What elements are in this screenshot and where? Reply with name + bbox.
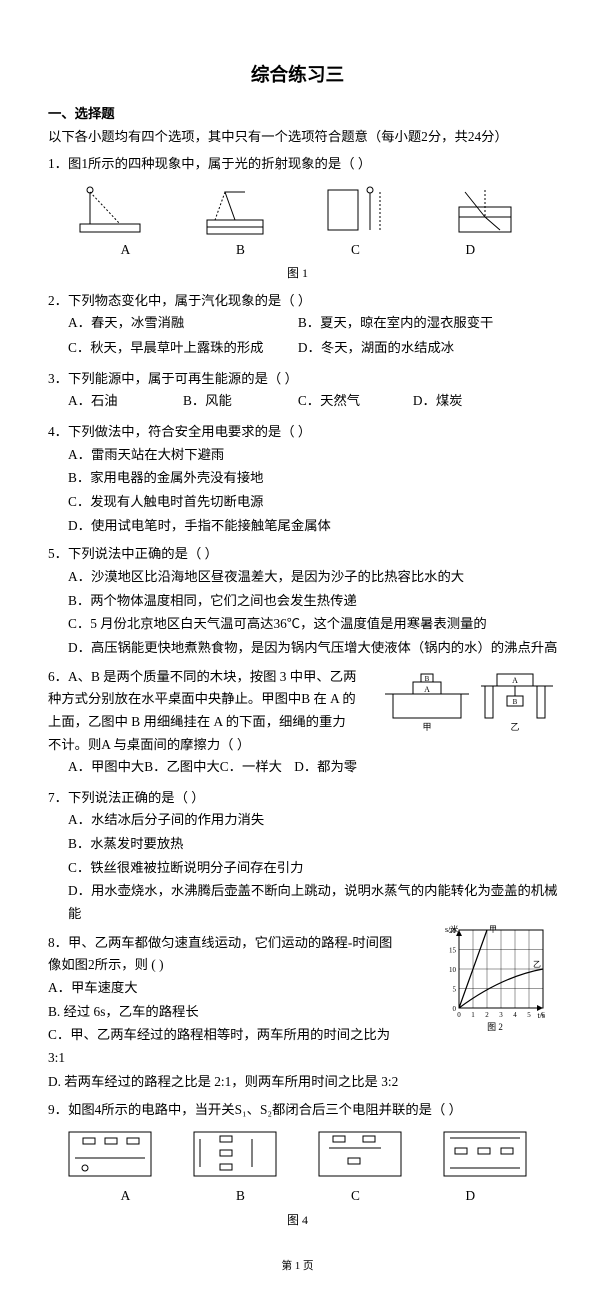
q4-opt-c: C．发现有人触电时首先切断电源 [68, 491, 567, 514]
q3-stem: 3．下列能源中，属于可再生能源的是（ ） [48, 371, 298, 386]
q3-opt-c: C．天然气 [298, 390, 413, 413]
q9-fig-c [315, 1128, 405, 1183]
q5-opt-c: C．5 月份北京地区白天气温可高达36℃，这个温度值是用寒暑表测量的 [68, 613, 567, 636]
q6-opt-b: B．乙图中大 [144, 756, 220, 779]
section-heading: 一、选择题 [48, 103, 547, 122]
question-4: 4．下列做法中，符合安全用电要求的是（ ） A．雷雨天站在大树下避雨 B．家用电… [48, 421, 547, 537]
q6-opt-d: D．都为零 [294, 756, 368, 779]
q7-opt-b: B．水蒸发时要放热 [68, 833, 567, 856]
svg-text:0: 0 [453, 1005, 457, 1013]
q9-fig-a [65, 1128, 155, 1183]
svg-text:5: 5 [527, 1011, 531, 1019]
q8-stem: 8．甲、乙两车都做匀速直线运动，它们运动的路程-时间图像如图2所示，则 ( ) [48, 935, 392, 973]
q9-opt-d: D [413, 1185, 528, 1208]
svg-text:甲: 甲 [422, 722, 431, 732]
svg-text:乙: 乙 [510, 722, 519, 732]
q7-opt-a: A．水结冰后分子间的作用力消失 [68, 809, 567, 832]
question-3: 3．下列能源中，属于可再生能源的是（ ） A．石油 B．风能 C．天然气 D．煤… [48, 368, 547, 415]
q6-figure: A B 甲 A B 乙 [385, 662, 555, 732]
svg-text:B: B [513, 698, 518, 706]
question-6: A B 甲 A B 乙 6．A、B 是两个质量不同的木块，按图 3 中甲、乙两种… [48, 666, 547, 781]
svg-text:乙: 乙 [533, 960, 541, 969]
q4-opt-b: B．家用电器的金属外壳没有接地 [68, 467, 567, 490]
q1-opt-d: D [413, 239, 528, 262]
section-hint: 以下各小题均有四个选项，其中只有一个选项符合题意（每小题2分，共24分） [48, 126, 547, 145]
q5-stem: 5．下列说法中正确的是（ ） [48, 546, 218, 561]
q1-fig-c [320, 182, 400, 237]
q9-fig-d [440, 1128, 530, 1183]
q3-opt-a: A．石油 [68, 390, 183, 413]
q1-fig-d [445, 182, 525, 237]
svg-text:0: 0 [457, 1011, 461, 1019]
q9-fig-label: 图 4 [48, 1210, 547, 1230]
q2-opt-c: C．秋天，早晨草叶上露珠的形成 [68, 337, 298, 360]
q3-opt-d: D．煤炭 [413, 390, 528, 413]
q9-opt-a: A [68, 1185, 183, 1208]
q5-opt-a: A．沙漠地区比沿海地区昼夜温差大，是因为沙子的比热容比水的大 [68, 566, 567, 589]
q9-stem: 9．如图4所示的电路中，当开关S₁、S₂都闭合后三个电阻并联的是（ ） [48, 1102, 462, 1117]
question-5: 5．下列说法中正确的是（ ） A．沙漠地区比沿海地区昼夜温差大，是因为沙子的比热… [48, 543, 547, 659]
q8-chart: 甲乙012345605101520s/米t/s图 2 [435, 922, 555, 1032]
q1-stem: 1．图1所示的四种现象中，属于光的折射现象的是（ ） [48, 156, 371, 171]
q5-opt-d: D．高压锅能更快地煮熟食物，是因为锅内气压增大使液体（锅内的水）的沸点升高 [68, 637, 567, 660]
q1-opt-c: C [298, 239, 413, 262]
q7-opt-c: C．铁丝很难被拉断说明分子间存在引力 [68, 857, 567, 880]
q1-fig-label: 图 1 [48, 263, 547, 283]
q9-opt-b: B [183, 1185, 298, 1208]
q2-opt-a: A．春天，冰雪消融 [68, 312, 298, 335]
q4-opt-a: A．雷雨天站在大树下避雨 [68, 444, 567, 467]
svg-text:5: 5 [453, 985, 457, 993]
q3-opt-b: B．风能 [183, 390, 298, 413]
q8-opt-d: D. 若两车经过的路程之比是 2:1，则两车所用时间之比是 3:2 [48, 1071, 403, 1094]
svg-text:3: 3 [499, 1011, 503, 1019]
q1-opt-b: B [183, 239, 298, 262]
q8-opt-a: A．甲车速度大 [48, 977, 403, 1000]
question-8: 甲乙012345605101520s/米t/s图 2 8．甲、乙两车都做匀速直线… [48, 932, 547, 1094]
q6-stem: 6．A、B 是两个质量不同的木块，按图 3 中甲、乙两种方式分别放在水平桌面中央… [48, 669, 356, 752]
question-9: 9．如图4所示的电路中，当开关S₁、S₂都闭合后三个电阻并联的是（ ） A B … [48, 1099, 547, 1230]
q6-opt-a: A．甲图中大 [68, 756, 144, 779]
q4-opt-d: D．使用试电笔时，手指不能接触笔尾金属体 [68, 515, 567, 538]
svg-text:A: A [512, 676, 518, 685]
svg-text:t/s: t/s [537, 1011, 545, 1020]
svg-text:甲: 甲 [489, 925, 497, 934]
svg-text:4: 4 [513, 1011, 517, 1019]
q2-stem: 2．下列物态变化中，属于汽化现象的是（ ） [48, 293, 311, 308]
svg-text:图 2: 图 2 [487, 1022, 503, 1032]
page-footer: 第 1 页 [48, 1258, 547, 1273]
q1-fig-b [195, 182, 275, 237]
svg-text:1: 1 [471, 1011, 475, 1019]
svg-text:10: 10 [449, 966, 457, 974]
svg-text:s/米: s/米 [445, 924, 458, 934]
svg-text:15: 15 [449, 946, 457, 954]
q4-stem: 4．下列做法中，符合安全用电要求的是（ ） [48, 424, 311, 439]
q5-opt-b: B．两个物体温度相同，它们之间也会发生热传递 [68, 590, 567, 613]
page-title: 综合练习三 [48, 60, 547, 87]
q8-opt-c: C．甲、乙两车经过的路程相等时，两车所用的时间之比为 3:1 [48, 1024, 403, 1069]
q6-opt-c: C．一样大 [220, 756, 294, 779]
svg-text:A: A [424, 685, 430, 694]
q2-opt-d: D．冬天，湖面的水结成冰 [298, 337, 528, 360]
q7-stem: 7．下列说法正确的是（ ） [48, 790, 205, 805]
q9-fig-b [190, 1128, 280, 1183]
svg-text:2: 2 [485, 1011, 489, 1019]
question-7: 7．下列说法正确的是（ ） A．水结冰后分子间的作用力消失 B．水蒸发时要放热 … [48, 787, 547, 926]
question-2: 2．下列物态变化中，属于汽化现象的是（ ） A．春天，冰雪消融 B．夏天，晾在室… [48, 290, 547, 362]
q2-opt-b: B．夏天，晾在室内的湿衣服变干 [298, 312, 528, 335]
q1-opt-a: A [68, 239, 183, 262]
question-1: 1．图1所示的四种现象中，属于光的折射现象的是（ ） [48, 153, 547, 284]
q9-opt-c: C [298, 1185, 413, 1208]
q1-fig-a [70, 182, 150, 237]
q7-opt-d: D．用水壶烧水，水沸腾后壶盖不断向上跳动，说明水蒸气的内能转化为壶盖的机械能 [68, 880, 567, 925]
svg-text:B: B [425, 675, 430, 683]
q8-opt-b: B. 经过 6s，乙车的路程长 [48, 1001, 403, 1024]
